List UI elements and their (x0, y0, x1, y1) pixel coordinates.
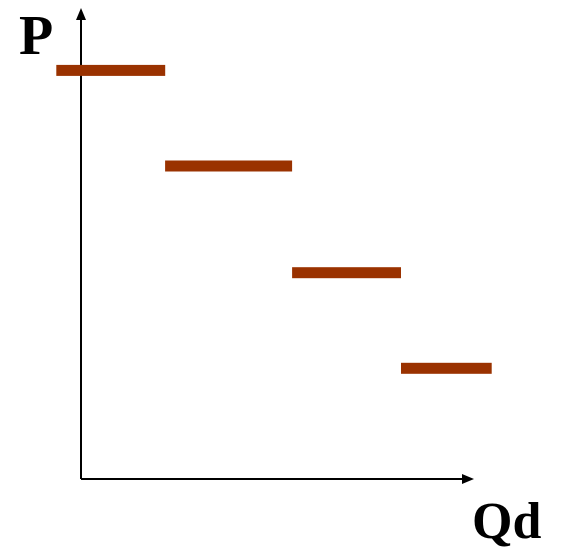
axes (76, 8, 474, 484)
y-axis-arrowhead (76, 8, 86, 20)
demand-step-3 (292, 267, 401, 279)
y-axis-title: P (19, 5, 53, 67)
demand-step-2 (165, 160, 293, 172)
demand-step-4 (401, 362, 492, 374)
demand-steps (56, 64, 492, 374)
demand-step-1 (56, 64, 166, 76)
x-axis-title: Qd (472, 493, 541, 549)
x-axis-arrowhead (462, 474, 474, 484)
